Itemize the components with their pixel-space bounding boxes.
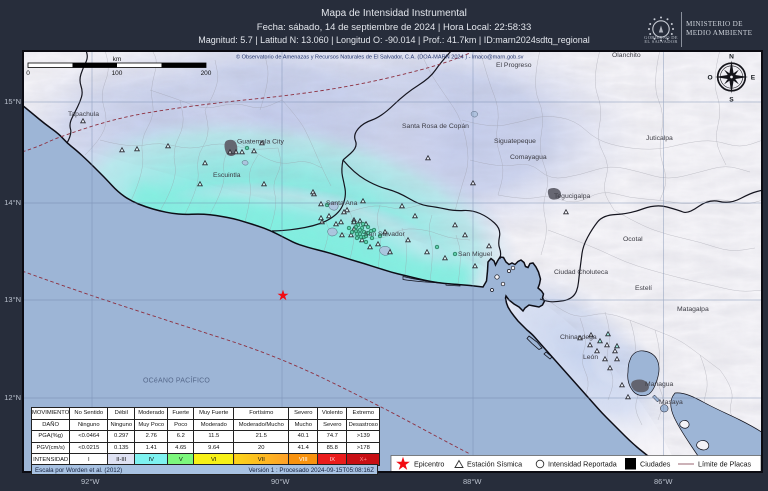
svg-text:Intensidad Reportada: Intensidad Reportada [548,460,617,469]
svg-text:San Miguel: San Miguel [458,251,492,258]
svg-text:Tegucigalpa: Tegucigalpa [554,193,590,200]
svg-text:Ocotal: Ocotal [623,236,643,243]
svg-text:León: León [583,354,598,361]
svg-text:Managua: Managua [645,381,674,388]
svg-text:Epicentro: Epicentro [414,460,444,469]
svg-text:Santa Ana: Santa Ana [326,200,358,207]
svg-text:Ciudad Choluteca: Ciudad Choluteca [554,269,608,276]
svg-text:0: 0 [26,70,30,77]
svg-text:Santa Rosa de Copán: Santa Rosa de Copán [402,123,469,130]
svg-text:Tapachula: Tapachula [68,111,99,118]
svg-text:S: S [729,97,734,104]
svg-text:Ciudades: Ciudades [640,460,671,469]
svg-text:Escuintla: Escuintla [213,172,241,179]
svg-text:Estelí: Estelí [635,285,652,292]
svg-text:OCéANO PACÍFICO: OCéANO PACÍFICO [143,376,210,385]
svg-text:Masaya: Masaya [659,399,683,406]
svg-text:200: 200 [201,70,212,77]
svg-text:Límite de Placas: Límite de Placas [698,460,752,469]
svg-text:Estación Sísmica: Estación Sísmica [467,460,522,469]
svg-text:100: 100 [112,70,123,77]
svg-text:San Salvador: San Salvador [364,231,406,238]
svg-text:Siguatepeque: Siguatepeque [494,138,536,145]
svg-text:© Observatorio de Amenazas y R: © Observatorio de Amenazas y Recursos Na… [236,54,524,61]
svg-text:km: km [113,56,122,63]
svg-text:Juticalpa: Juticalpa [646,135,673,142]
svg-text:Comayagua: Comayagua [510,154,547,161]
svg-text:Chinandega: Chinandega [560,334,597,341]
svg-text:Matagalpa: Matagalpa [677,306,709,313]
svg-text:O: O [707,74,712,81]
svg-text:Guatemala City: Guatemala City [237,139,284,146]
svg-text:N: N [729,54,734,61]
svg-text:E: E [751,74,756,81]
svg-text:El Progreso: El Progreso [496,62,532,69]
svg-text:Olanchito: Olanchito [612,52,641,59]
